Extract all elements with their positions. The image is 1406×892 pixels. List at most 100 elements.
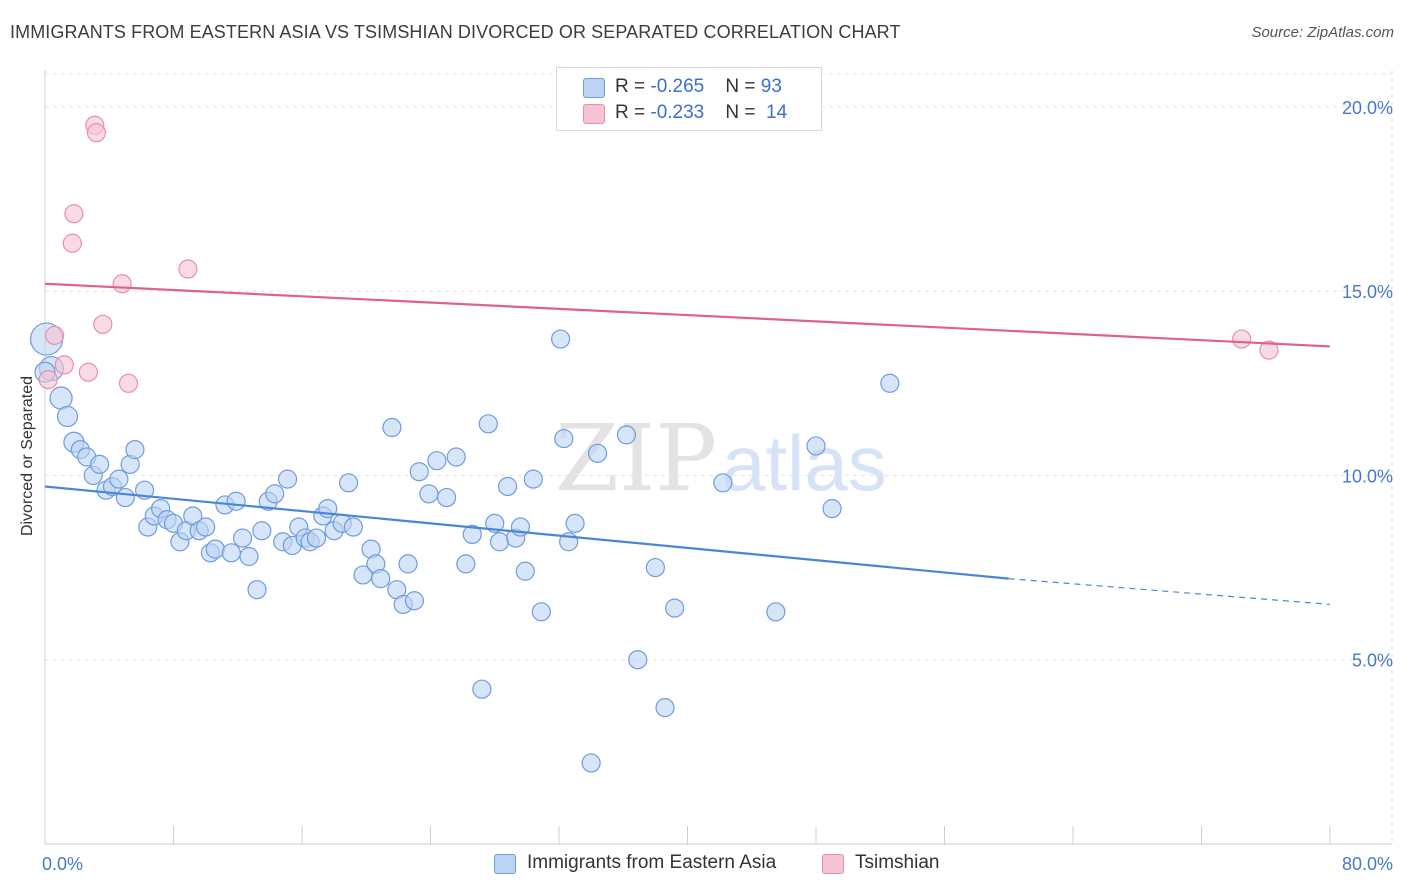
point-eastern-asia bbox=[515, 561, 535, 581]
point-eastern-asia bbox=[109, 469, 129, 489]
point-eastern-asia bbox=[565, 513, 585, 533]
point-eastern-asia bbox=[628, 650, 648, 670]
point-eastern-asia bbox=[551, 329, 571, 349]
point-eastern-asia bbox=[90, 454, 110, 474]
point-eastern-asia bbox=[427, 451, 447, 471]
point-eastern-asia bbox=[196, 517, 216, 537]
watermark: ZIP atlas bbox=[555, 405, 887, 512]
legend-r-label: R = bbox=[615, 102, 651, 123]
legend-n-label: N = bbox=[725, 102, 761, 123]
y-tick-label: 15.0% bbox=[1342, 282, 1393, 302]
point-eastern-asia bbox=[478, 414, 498, 434]
bottom-legend-swatch-pink bbox=[822, 854, 844, 874]
legend-r-label: R = bbox=[615, 76, 651, 97]
point-eastern-asia bbox=[404, 591, 425, 611]
watermark-zip: ZIP bbox=[555, 405, 717, 512]
point-eastern-asia bbox=[498, 476, 518, 497]
series-eastern-asia bbox=[30, 322, 900, 773]
point-eastern-asia bbox=[616, 425, 637, 445]
point-eastern-asia bbox=[456, 554, 476, 574]
legend-swatch-blue bbox=[583, 78, 605, 98]
tick-labels: 5.0% 10.0% 15.0% 20.0% 0.0% 80.0% bbox=[42, 98, 1393, 874]
legend-n-value: 93 bbox=[760, 76, 782, 97]
point-eastern-asia bbox=[655, 698, 675, 718]
point-eastern-asia bbox=[446, 447, 466, 467]
point-eastern-asia bbox=[306, 528, 327, 548]
point-eastern-asia bbox=[581, 753, 601, 773]
point-eastern-asia bbox=[822, 499, 842, 519]
point-eastern-asia bbox=[49, 386, 73, 410]
point-eastern-asia bbox=[382, 417, 402, 438]
point-eastern-asia bbox=[419, 484, 439, 504]
chart-title: IMMIGRANTS FROM EASTERN ASIA VS TSIMSHIA… bbox=[10, 22, 901, 42]
point-eastern-asia bbox=[806, 436, 826, 456]
point-eastern-asia bbox=[338, 473, 359, 493]
point-eastern-asia bbox=[531, 602, 551, 622]
point-tsimshian bbox=[118, 373, 139, 393]
point-eastern-asia bbox=[239, 546, 259, 567]
point-tsimshian bbox=[45, 325, 65, 345]
point-eastern-asia bbox=[523, 469, 543, 489]
point-eastern-asia bbox=[247, 580, 267, 600]
point-tsimshian bbox=[54, 355, 74, 375]
point-eastern-asia bbox=[56, 405, 79, 428]
legend-r-value: -0.233 bbox=[650, 102, 705, 123]
point-eastern-asia bbox=[409, 462, 429, 482]
point-eastern-asia bbox=[371, 569, 391, 589]
point-tsimshian bbox=[64, 204, 84, 224]
legend-n-value: 14 bbox=[766, 102, 788, 123]
point-tsimshian bbox=[78, 362, 98, 382]
bottom-legend-label: Tsimshian bbox=[855, 852, 940, 873]
point-eastern-asia bbox=[265, 484, 285, 504]
grid bbox=[45, 70, 1393, 844]
point-eastern-asia bbox=[554, 428, 574, 449]
point-eastern-asia bbox=[665, 598, 685, 618]
point-eastern-asia bbox=[125, 440, 145, 460]
legend-swatch-pink bbox=[583, 104, 605, 124]
point-eastern-asia bbox=[252, 521, 272, 541]
bottom-legend-label: Immigrants from Eastern Asia bbox=[527, 852, 777, 873]
point-tsimshian bbox=[1259, 340, 1279, 360]
trend-line-eastern-asia bbox=[44, 485, 1009, 580]
point-eastern-asia bbox=[713, 473, 733, 493]
y-tick-label: 20.0% bbox=[1342, 98, 1393, 118]
point-eastern-asia bbox=[766, 602, 786, 622]
point-tsimshian bbox=[62, 233, 82, 253]
point-eastern-asia bbox=[226, 491, 246, 511]
bottom-legend-swatch-blue bbox=[494, 854, 516, 874]
point-eastern-asia bbox=[880, 373, 900, 393]
point-eastern-asia bbox=[436, 487, 457, 508]
point-tsimshian bbox=[178, 259, 198, 279]
x-tick-label: 80.0% bbox=[1342, 854, 1393, 874]
point-eastern-asia bbox=[398, 554, 418, 574]
point-tsimshian bbox=[112, 274, 132, 294]
point-eastern-asia bbox=[462, 524, 482, 545]
point-eastern-asia bbox=[205, 539, 225, 559]
point-eastern-asia bbox=[277, 469, 298, 489]
series-tsimshian bbox=[38, 115, 1279, 393]
point-eastern-asia bbox=[472, 679, 492, 699]
point-eastern-asia bbox=[221, 543, 241, 563]
y-tick-label: 5.0% bbox=[1352, 651, 1393, 671]
axes bbox=[44, 70, 1392, 845]
correlation-legend: R = -0.265 N = 93 R = -0.233 N = 14 bbox=[556, 67, 822, 131]
source-label: Source: ZipAtlas.com bbox=[1251, 24, 1394, 41]
trend-lines bbox=[44, 282, 1331, 606]
point-tsimshian bbox=[93, 314, 113, 334]
y-tick-label: 10.0% bbox=[1342, 466, 1393, 486]
watermark-atlas: atlas bbox=[722, 419, 887, 507]
point-tsimshian bbox=[38, 370, 58, 390]
legend-r-value: -0.265 bbox=[650, 76, 705, 97]
point-eastern-asia bbox=[645, 557, 665, 578]
point-tsimshian bbox=[1232, 329, 1252, 349]
point-eastern-asia bbox=[489, 532, 510, 552]
point-eastern-asia bbox=[587, 443, 608, 463]
y-axis-label: Divorced or Separated bbox=[19, 376, 36, 536]
trend-line-eastern-asia-extension bbox=[1008, 578, 1331, 606]
trend-line-tsimshian bbox=[44, 282, 1331, 348]
point-eastern-asia bbox=[485, 513, 505, 533]
point-eastern-asia bbox=[115, 487, 135, 508]
point-eastern-asia bbox=[343, 517, 363, 537]
point-eastern-asia bbox=[232, 528, 253, 548]
